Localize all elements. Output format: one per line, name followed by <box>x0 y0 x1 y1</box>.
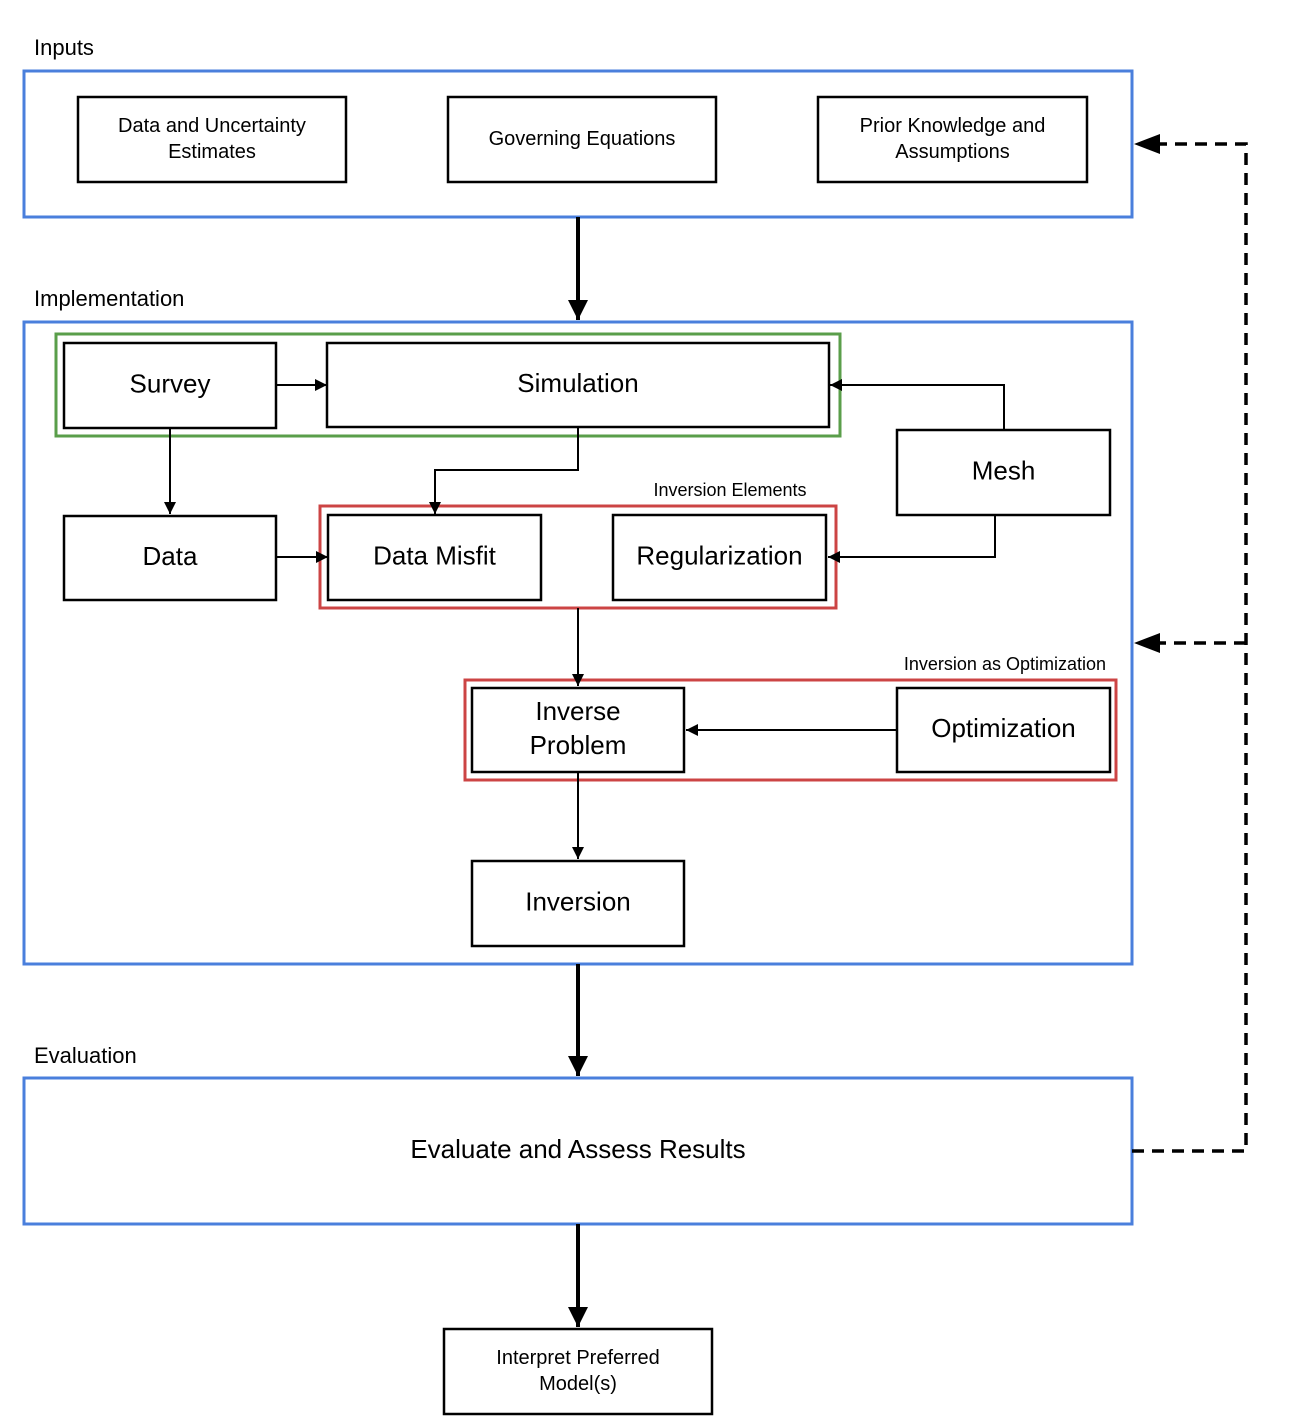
node-label: Model(s) <box>539 1373 617 1395</box>
node-box <box>446 95 718 184</box>
node-label: Mesh <box>972 455 1036 485</box>
section-label: Evaluation <box>34 1043 137 1068</box>
node-box <box>76 95 348 184</box>
node-box <box>325 341 831 429</box>
node-label: Inversion <box>525 886 631 916</box>
node-label: Problem <box>530 730 627 760</box>
node-box <box>62 341 278 430</box>
node-label: Inverse <box>535 696 620 726</box>
node-label: Estimates <box>168 141 256 163</box>
section-label: Inputs <box>34 35 94 60</box>
section-label: Implementation <box>34 286 184 311</box>
node-box <box>816 95 1089 184</box>
node-label: Regularization <box>636 540 802 570</box>
group-label: Inversion Elements <box>653 480 806 500</box>
node-label: Survey <box>130 368 211 398</box>
node-box <box>62 514 278 602</box>
node-label: Data <box>143 541 198 571</box>
nodes: Data and Uncertainty Estimates Governing E… <box>62 95 1112 1416</box>
node-label: Data and Uncertainty <box>118 115 306 137</box>
node-box <box>470 859 686 948</box>
node-box <box>895 428 1112 517</box>
node-label: Interpret Preferred <box>496 1347 659 1369</box>
node-box <box>326 513 543 602</box>
node-box <box>895 686 1112 774</box>
node-label: Simulation <box>517 368 638 398</box>
node-label: Optimization <box>931 713 1076 743</box>
node-label: Governing Equations <box>489 128 676 150</box>
node-label: Prior Knowledge and <box>860 115 1046 137</box>
node-box <box>611 513 828 602</box>
arrows <box>164 134 1248 1327</box>
node-box <box>442 1327 714 1416</box>
node-box <box>470 686 686 774</box>
node-label: Data Misfit <box>373 540 497 570</box>
node-label: Evaluate and Assess Results <box>410 1134 745 1164</box>
group-label: Inversion as Optimization <box>904 654 1106 674</box>
node-label: Assumptions <box>895 141 1010 163</box>
